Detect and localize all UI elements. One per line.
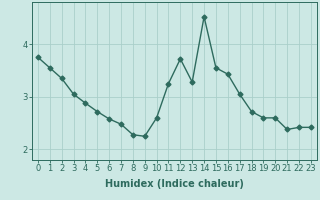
X-axis label: Humidex (Indice chaleur): Humidex (Indice chaleur) — [105, 179, 244, 189]
